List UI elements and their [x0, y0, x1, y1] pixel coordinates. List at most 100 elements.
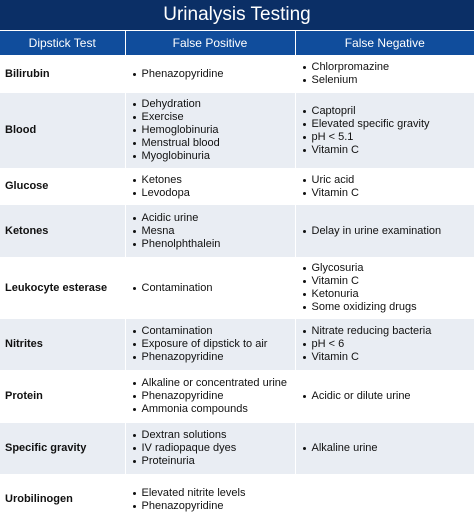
dipstick-test-name: Ketones — [0, 204, 126, 258]
list-item: Phenazopyridine — [132, 68, 291, 81]
item-list: Ketones Levodopa — [132, 174, 291, 200]
list-item: Contamination — [132, 325, 291, 338]
table-row: Leukocyte esterase Contamination Glycosuri… — [0, 257, 474, 319]
list-item: Phenazopyridine — [132, 390, 291, 403]
list-item: Dextran solutions — [132, 429, 291, 442]
table-row: Specific gravity Dextran solutions IV radi… — [0, 422, 474, 475]
list-item: Acidic urine — [132, 212, 291, 225]
header-dipstick-test: Dipstick Test — [0, 30, 126, 56]
false-negative-cell: Alkaline urine — [295, 422, 474, 475]
item-list: Delay in urine examination — [302, 225, 471, 238]
false-positive-cell: Contamination — [125, 257, 296, 319]
item-list: Uric acid Vitamin C — [302, 174, 471, 200]
table-row: Nitrites Contamination Exposure of dipstic… — [0, 318, 474, 371]
item-list: Acidic urine Mesna Phenolphthalein — [132, 212, 291, 251]
item-list: Dehydration Exercise Hemoglobinuria Menstru… — [132, 98, 291, 163]
dipstick-test-name: Nitrites — [0, 318, 126, 371]
list-item: Glycosuria — [302, 262, 471, 275]
list-item: Vitamin C — [302, 144, 471, 157]
list-item: Delay in urine examination — [302, 225, 471, 238]
item-list: Acidic or dilute urine — [302, 390, 471, 403]
list-item: Alkaline or concentrated urine — [132, 377, 291, 390]
list-item: Ketones — [132, 174, 291, 187]
false-positive-cell: Dextran solutions IV radiopaque dyes Prote… — [125, 422, 296, 475]
item-list: Phenazopyridine — [132, 68, 291, 81]
list-item: Elevated specific gravity — [302, 118, 471, 131]
list-item: Mesna — [132, 225, 291, 238]
list-item: Hemoglobinuria — [132, 124, 291, 137]
table-body: Bilirubin Phenazopyridine Chlorpromazine Se… — [0, 55, 474, 525]
list-item: Vitamin C — [302, 275, 471, 288]
list-item: Levodopa — [132, 187, 291, 200]
item-list: Nitrate reducing bacteria pH < 6 Vitamin C — [302, 325, 471, 364]
false-positive-cell: Phenazopyridine — [125, 55, 296, 93]
item-list: Alkaline urine — [302, 442, 471, 455]
list-item: Proteinuria — [132, 455, 291, 468]
list-item: Exposure of dipstick to air — [132, 338, 291, 351]
item-list: Elevated nitrite levels Phenazopyridine — [132, 487, 291, 513]
dipstick-test-name: Glucose — [0, 168, 126, 205]
list-item: Dehydration — [132, 98, 291, 111]
header-false-negative: False Negative — [295, 30, 474, 56]
false-positive-cell: Alkaline or concentrated urine Phenazopyr… — [125, 370, 296, 423]
false-negative-cell: Captopril Elevated specific gravity pH < 5… — [295, 92, 474, 169]
dipstick-test-name: Protein — [0, 370, 126, 423]
list-item: Ammonia compounds — [132, 403, 291, 416]
item-list: Contamination Exposure of dipstick to air… — [132, 325, 291, 364]
list-item: Menstrual blood — [132, 137, 291, 150]
dipstick-test-name: Leukocyte esterase — [0, 257, 126, 319]
table-title: Urinalysis Testing — [0, 0, 474, 30]
list-item: Myoglobinuria — [132, 150, 291, 163]
list-item: Contamination — [132, 282, 291, 295]
false-positive-cell: Ketones Levodopa — [125, 168, 296, 205]
list-item: Alkaline urine — [302, 442, 471, 455]
item-list: Alkaline or concentrated urine Phenazopyr… — [132, 377, 291, 416]
list-item: Uric acid — [302, 174, 471, 187]
dipstick-test-name: Blood — [0, 92, 126, 169]
list-item: Elevated nitrite levels — [132, 487, 291, 500]
table-row: Protein Alkaline or concentrated urine Phe… — [0, 370, 474, 423]
false-negative-cell: Glycosuria Vitamin C Ketonuria Some oxidizi… — [295, 257, 474, 319]
list-item: Some oxidizing drugs — [302, 301, 471, 314]
dipstick-test-name: Bilirubin — [0, 55, 126, 93]
dipstick-test-name: Specific gravity — [0, 422, 126, 475]
table-row: Ketones Acidic urine Mesna Phenolphthalein D… — [0, 204, 474, 258]
false-negative-cell: Chlorpromazine Selenium — [295, 55, 474, 93]
header-false-positive: False Positive — [125, 30, 296, 56]
false-negative-cell: Acidic or dilute urine — [295, 370, 474, 423]
false-positive-cell: Dehydration Exercise Hemoglobinuria Menstru… — [125, 92, 296, 169]
false-positive-cell: Contamination Exposure of dipstick to air… — [125, 318, 296, 371]
list-item: pH < 5.1 — [302, 131, 471, 144]
list-item: Ketonuria — [302, 288, 471, 301]
item-list: Chlorpromazine Selenium — [302, 61, 471, 87]
false-positive-cell: Acidic urine Mesna Phenolphthalein — [125, 204, 296, 258]
table-row: Blood Dehydration Exercise Hemoglobinuria Me… — [0, 92, 474, 169]
list-item: Nitrate reducing bacteria — [302, 325, 471, 338]
table-row: Bilirubin Phenazopyridine Chlorpromazine Se… — [0, 55, 474, 93]
list-item: Selenium — [302, 74, 471, 87]
dipstick-test-name: Urobilinogen — [0, 474, 126, 525]
false-negative-cell: Uric acid Vitamin C — [295, 168, 474, 205]
table-row: Glucose Ketones Levodopa Uric acid Vitamin C — [0, 168, 474, 205]
list-item: Phenazopyridine — [132, 500, 291, 513]
table-row: Urobilinogen Elevated nitrite levels Phena… — [0, 474, 474, 525]
false-negative-cell: Nitrate reducing bacteria pH < 6 Vitamin C — [295, 318, 474, 371]
false-positive-cell: Elevated nitrite levels Phenazopyridine — [125, 474, 296, 525]
item-list: Glycosuria Vitamin C Ketonuria Some oxidizi… — [302, 262, 471, 314]
list-item: Chlorpromazine — [302, 61, 471, 74]
list-item: Captopril — [302, 105, 471, 118]
list-item: Vitamin C — [302, 187, 471, 200]
list-item: Phenolphthalein — [132, 238, 291, 251]
header-row: Dipstick Test False Positive False Negat… — [0, 30, 474, 56]
list-item: Phenazopyridine — [132, 351, 291, 364]
list-item: IV radiopaque dyes — [132, 442, 291, 455]
item-list: Dextran solutions IV radiopaque dyes Prote… — [132, 429, 291, 468]
false-negative-cell — [295, 474, 474, 525]
item-list: Captopril Elevated specific gravity pH < 5… — [302, 105, 471, 157]
false-negative-cell: Delay in urine examination — [295, 204, 474, 258]
list-item: Acidic or dilute urine — [302, 390, 471, 403]
item-list: Contamination — [132, 282, 291, 295]
list-item: Vitamin C — [302, 351, 471, 364]
urinalysis-table: Dipstick Test False Positive False Negat… — [0, 30, 474, 525]
list-item: Exercise — [132, 111, 291, 124]
